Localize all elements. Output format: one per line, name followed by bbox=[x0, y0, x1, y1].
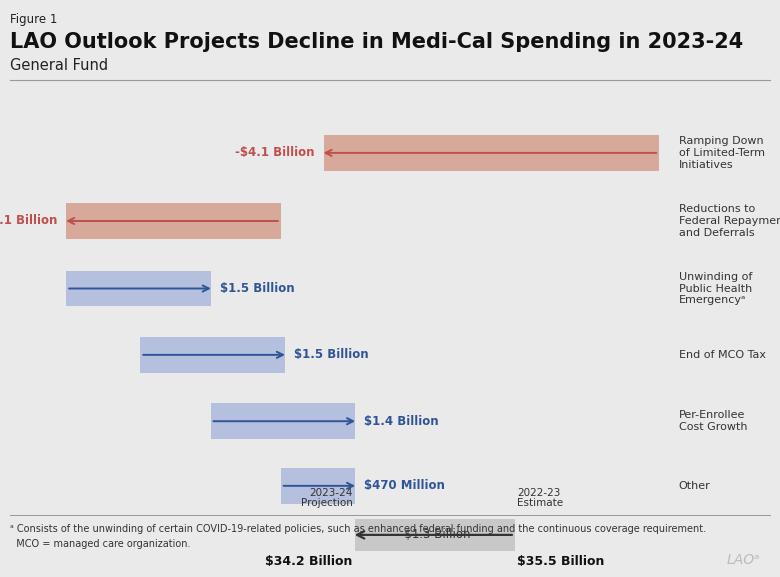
Text: -$4.1 Billion: -$4.1 Billion bbox=[235, 147, 314, 159]
Text: Ramping Down
of Limited-Term
Initiatives: Ramping Down of Limited-Term Initiatives bbox=[679, 136, 764, 170]
Text: $470 Million: $470 Million bbox=[364, 479, 445, 492]
Text: Other: Other bbox=[679, 481, 711, 491]
Text: -$1.3 Billion: -$1.3 Billion bbox=[399, 529, 470, 541]
Text: $34.2 Billion: $34.2 Billion bbox=[265, 555, 353, 568]
Bar bbox=[140, 337, 285, 373]
Text: $1.5 Billion: $1.5 Billion bbox=[220, 282, 295, 295]
Text: Estimate: Estimate bbox=[517, 498, 563, 508]
Text: 2023-24: 2023-24 bbox=[309, 488, 353, 497]
Text: ᵃ Consists of the unwinding of certain COVID-19-related policies, such as enhanc: ᵃ Consists of the unwinding of certain C… bbox=[10, 524, 706, 534]
Bar bbox=[281, 468, 355, 504]
Text: LAOᵃ: LAOᵃ bbox=[727, 553, 760, 567]
Text: Reductions to
Federal Repayments
and Deferrals: Reductions to Federal Repayments and Def… bbox=[679, 204, 780, 238]
Text: $35.5 Billion: $35.5 Billion bbox=[517, 555, 604, 568]
Text: Projection: Projection bbox=[300, 498, 353, 508]
Text: Unwinding of
Public Health
Emergencyᵃ: Unwinding of Public Health Emergencyᵃ bbox=[679, 272, 752, 305]
Text: -$2.1 Billion: -$2.1 Billion bbox=[0, 215, 57, 227]
Bar bbox=[355, 519, 515, 550]
Text: Figure 1: Figure 1 bbox=[10, 13, 58, 26]
Bar bbox=[66, 203, 281, 239]
Bar bbox=[66, 271, 211, 306]
Text: MCO = managed care organization.: MCO = managed care organization. bbox=[10, 539, 190, 549]
Text: End of MCO Tax: End of MCO Tax bbox=[679, 350, 766, 360]
Text: $1.5 Billion: $1.5 Billion bbox=[294, 349, 369, 361]
Text: General Fund: General Fund bbox=[10, 58, 108, 73]
Text: Per-Enrollee
Cost Growth: Per-Enrollee Cost Growth bbox=[679, 410, 747, 432]
Bar bbox=[211, 403, 355, 439]
Text: 2022-23: 2022-23 bbox=[517, 488, 561, 497]
Text: LAO Outlook Projects Decline in Medi-Cal Spending in 2023-24: LAO Outlook Projects Decline in Medi-Cal… bbox=[10, 32, 743, 52]
Bar bbox=[324, 135, 659, 171]
Text: $1.4 Billion: $1.4 Billion bbox=[364, 415, 439, 428]
